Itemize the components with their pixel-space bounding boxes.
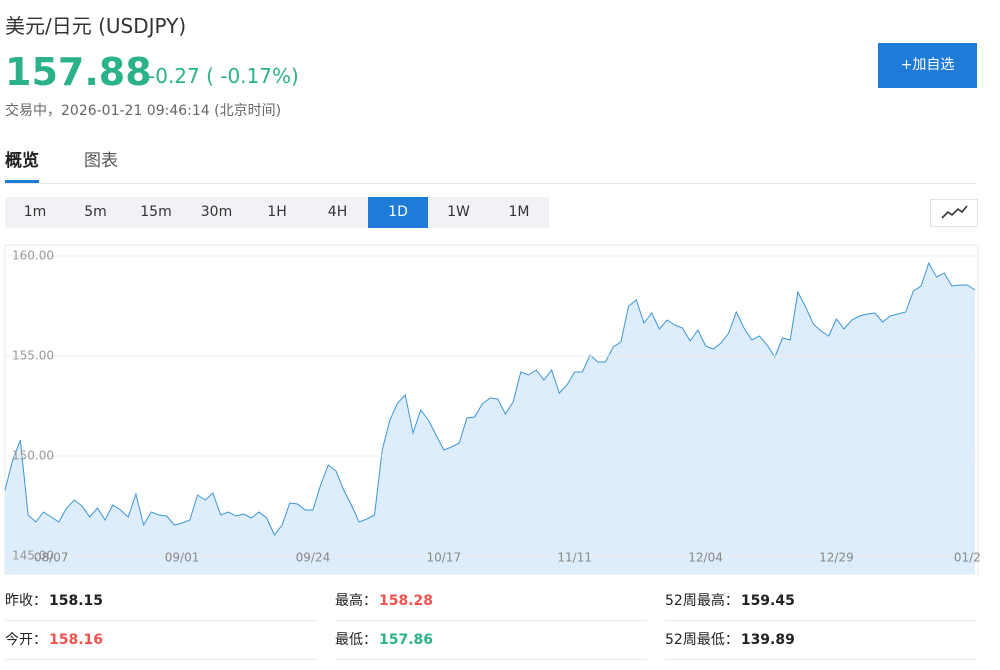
y-tick-label: 145.00 bbox=[12, 549, 54, 563]
x-tick-label: 12/29 bbox=[819, 551, 854, 565]
interval-button[interactable]: 15m bbox=[140, 204, 172, 220]
stat-value: 158.28 bbox=[379, 593, 434, 609]
stat: 今开： 158.16 bbox=[5, 621, 317, 660]
price-change: -0.27 ( -0.17%) bbox=[148, 64, 299, 88]
y-tick-label: 155.00 bbox=[12, 349, 54, 363]
stat-label: 最高： bbox=[335, 593, 377, 609]
status: 交易中，2026-01-21 09:46:14 (北京时间) bbox=[5, 103, 282, 119]
interval-button[interactable]: 5m bbox=[84, 204, 107, 220]
x-tick-label: 09/01 bbox=[165, 551, 200, 565]
x-tick-label: 08/07 bbox=[34, 551, 69, 565]
stat: 52周最低： 139.89 bbox=[665, 621, 977, 660]
tabs: 概览 图表 bbox=[5, 146, 977, 184]
price: 157.88 bbox=[5, 50, 152, 94]
title: 美元/日元 (USDJPY) bbox=[5, 14, 187, 38]
stat-value: 158.16 bbox=[49, 632, 104, 648]
stat-label: 52周最高： bbox=[665, 593, 739, 609]
area bbox=[5, 263, 975, 574]
stat-value: 157.86 bbox=[379, 632, 434, 648]
tab[interactable]: 概览 bbox=[5, 146, 39, 183]
x-tick-label: 12/04 bbox=[688, 551, 723, 565]
stat-label: 今开： bbox=[5, 632, 47, 648]
x-tick-label: 11/11 bbox=[557, 551, 592, 565]
stat: 最高： 158.28 bbox=[335, 582, 647, 621]
x-tick-label: 01/2 bbox=[954, 551, 981, 565]
interval-button[interactable]: 1D bbox=[368, 197, 428, 228]
y-tick-label: 160.00 bbox=[12, 249, 54, 263]
stat: 昨收： 158.15 bbox=[5, 582, 317, 621]
stat: 最低： 157.86 bbox=[335, 621, 647, 660]
interval-button[interactable]: 1H bbox=[267, 204, 287, 220]
stat-value: 159.45 bbox=[740, 593, 795, 609]
y-tick-label: 150.00 bbox=[12, 449, 54, 463]
stat-label: 52周最低： bbox=[665, 632, 739, 648]
interval-bar: 1m 5m 15m 30m 1H 4H 1D 1W 1M bbox=[5, 197, 549, 228]
x-tick-label: 10/17 bbox=[427, 551, 462, 565]
chart-icon bbox=[941, 205, 968, 219]
chart-type-button[interactable] bbox=[930, 199, 978, 227]
tab[interactable]: 图表 bbox=[84, 151, 118, 171]
stat-label: 昨收： bbox=[5, 593, 47, 609]
stat: 52周最高： 159.45 bbox=[665, 582, 977, 621]
interval-button[interactable]: 1m bbox=[23, 204, 47, 220]
interval-button[interactable]: 4H bbox=[327, 204, 348, 220]
interval-button[interactable]: 1M bbox=[508, 204, 530, 220]
stat-value: 158.15 bbox=[49, 593, 104, 609]
interval-button[interactable]: 1W bbox=[447, 204, 470, 220]
stat-value: 139.89 bbox=[740, 632, 795, 648]
x-tick-label: 09/24 bbox=[296, 551, 331, 565]
line bbox=[4, 261, 976, 536]
interval-button[interactable]: 30m bbox=[200, 204, 233, 220]
add-watchlist-button[interactable]: +加自选 bbox=[878, 43, 977, 88]
stat-label: 最低： bbox=[335, 632, 377, 648]
